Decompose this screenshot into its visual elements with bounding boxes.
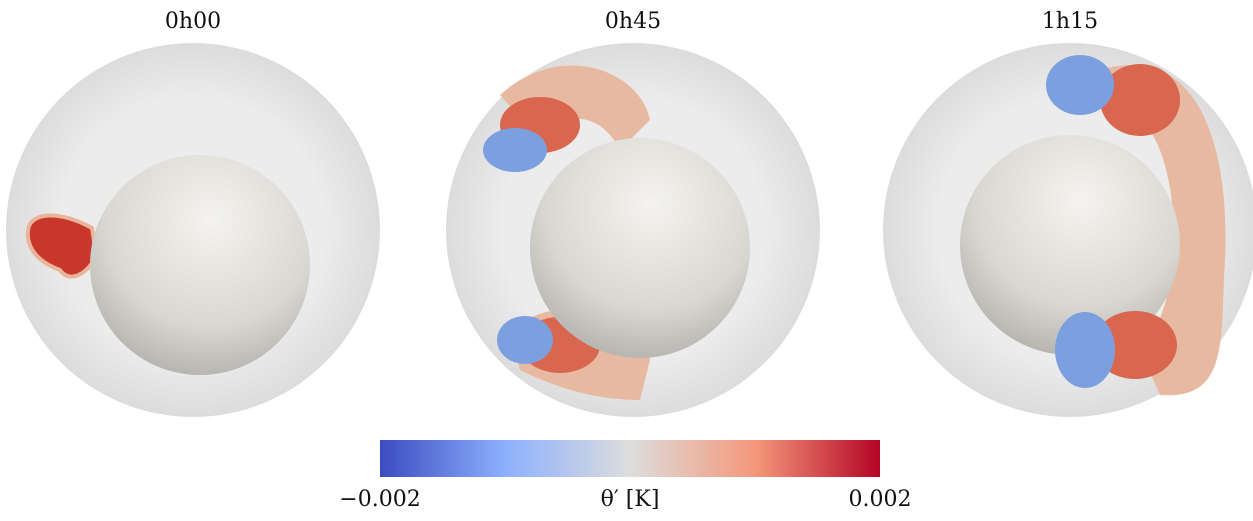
panel-title: 0h45: [605, 9, 661, 34]
anomaly: [1055, 312, 1115, 388]
panel-title: 0h00: [165, 9, 221, 34]
anomaly: [1100, 64, 1226, 396]
anomaly: [1093, 311, 1177, 379]
anomaly: [25, 213, 99, 279]
tick-label: −0.002: [339, 487, 420, 512]
inner-sphere: [530, 138, 750, 358]
tick-label: 0.002: [849, 487, 912, 512]
panel-title: 1h15: [1042, 9, 1098, 34]
inner-sphere: [90, 155, 310, 375]
panel: [6, 43, 380, 417]
anomaly: [497, 316, 553, 364]
colorbar: [380, 440, 880, 477]
panel: [446, 43, 820, 417]
colorbar-label: θ′ [K]: [601, 487, 660, 512]
anomaly: [483, 128, 547, 172]
inner-sphere: [960, 135, 1180, 355]
panel: [883, 43, 1253, 417]
anomaly: [1046, 55, 1114, 115]
anomaly: [1100, 64, 1180, 136]
